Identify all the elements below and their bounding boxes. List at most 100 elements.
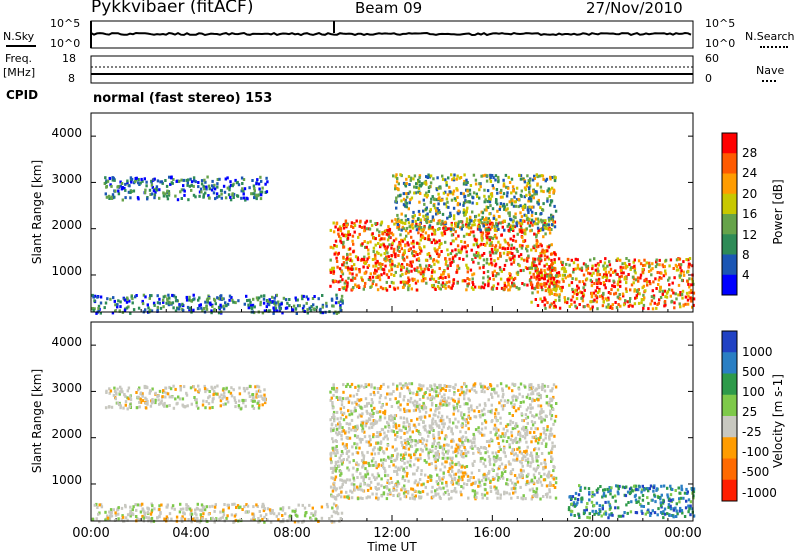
echo-cell-power-2 (377, 288, 379, 291)
echo-cell-power-2 (554, 261, 556, 264)
echo-cell-power-0 (228, 193, 230, 196)
echo-cell-power-4 (621, 262, 623, 265)
echo-cell-power-2 (383, 237, 385, 240)
echo-cell-power-1 (246, 299, 248, 302)
echo-cell-velocity-2 (377, 387, 379, 390)
echo-cell-power-2 (337, 233, 339, 236)
echo-cell-power-0 (198, 195, 200, 198)
echo-cell-power-0 (128, 184, 130, 187)
echo-cell-power-4 (557, 285, 559, 288)
echo-cell-velocity-2 (521, 412, 523, 415)
echo-cell-power-3 (528, 197, 530, 200)
echo-cell-power-2 (341, 278, 343, 281)
echo-cell-power-3 (450, 173, 452, 176)
echo-cell-velocity-1 (191, 513, 193, 516)
echo-cell-power-4 (687, 299, 689, 302)
echo-cell-power-4 (642, 268, 644, 271)
echo-cell-power-0 (256, 197, 258, 200)
echo-cell-velocity-0 (254, 400, 256, 403)
echo-cell-velocity-2 (500, 399, 502, 402)
echo-cell-power-2 (508, 279, 510, 282)
echo-cell-power-2 (395, 271, 397, 274)
echo-cell-power-3 (542, 202, 544, 205)
echo-cell-velocity-2 (359, 472, 361, 475)
echo-cell-velocity-2 (379, 448, 381, 451)
echo-cell-velocity-2 (526, 408, 528, 411)
echo-cell-velocity-2 (431, 419, 433, 422)
echo-cell-velocity-2 (386, 487, 388, 490)
echo-cell-velocity-1 (101, 505, 103, 508)
echo-cell-velocity-2 (391, 405, 393, 408)
echo-cell-power-4 (537, 291, 539, 294)
echo-cell-velocity-1 (231, 513, 233, 516)
echo-cell-power-3 (415, 225, 417, 228)
echo-cell-power-0 (224, 191, 226, 194)
echo-cell-velocity-1 (122, 516, 124, 519)
echo-cell-power-1 (193, 294, 195, 297)
echo-cell-power-3 (510, 218, 512, 221)
echo-cell-power-2 (422, 275, 424, 278)
echo-cell-power-2 (394, 288, 396, 291)
echo-cell-power-3 (489, 204, 491, 207)
echo-cell-velocity-1 (298, 504, 300, 507)
echo-cell-power-4 (671, 289, 673, 292)
echo-cell-velocity-2 (378, 474, 380, 477)
echo-cell-velocity-0 (204, 390, 206, 393)
echo-cell-velocity-2 (370, 404, 372, 407)
echo-cell-power-0 (177, 198, 179, 201)
echo-cell-power-4 (655, 287, 657, 290)
echo-cell-power-3 (470, 184, 472, 187)
echo-cell-power-1 (331, 299, 333, 302)
echo-cell-power-3 (515, 200, 517, 203)
echo-cell-velocity-2 (503, 491, 505, 494)
echo-cell-velocity-2 (379, 416, 381, 419)
echo-cell-power-4 (544, 274, 546, 277)
echo-cell-power-2 (447, 264, 449, 267)
echo-cell-velocity-2 (335, 424, 337, 427)
echo-cell-power-0 (193, 194, 195, 197)
echo-cell-power-4 (551, 262, 553, 265)
echo-cell-power-2 (512, 257, 514, 260)
echo-cell-velocity-2 (387, 456, 389, 459)
echo-cell-power-3 (415, 186, 417, 189)
echo-cell-power-3 (409, 191, 411, 194)
echo-cell-power-3 (413, 192, 415, 195)
echo-cell-power-3 (394, 184, 396, 187)
echo-cell-power-2 (435, 280, 437, 283)
echo-cell-power-2 (383, 272, 385, 275)
echo-cell-velocity-2 (363, 461, 365, 464)
echo-cell-power-4 (612, 280, 614, 283)
echo-cell-velocity-2 (528, 388, 530, 391)
echo-cell-velocity-2 (552, 445, 554, 448)
echo-cell-power-3 (509, 181, 511, 184)
echo-cell-velocity-2 (396, 455, 398, 458)
echo-cell-power-4 (573, 301, 575, 304)
echo-cell-power-2 (347, 237, 349, 240)
echo-cell-power-3 (540, 186, 542, 189)
echo-cell-power-4 (688, 277, 690, 280)
echo-cell-velocity-1 (148, 516, 150, 519)
echo-cell-power-4 (558, 281, 560, 284)
echo-cell-power-2 (467, 270, 469, 273)
echo-cell-velocity-2 (486, 492, 488, 495)
echo-cell-power-3 (475, 183, 477, 186)
echo-cell-velocity-2 (383, 486, 385, 489)
echo-cell-power-3 (500, 196, 502, 199)
echo-cell-power-1 (167, 294, 169, 297)
echo-cell-power-4 (534, 267, 536, 270)
echo-cell-velocity-2 (537, 442, 539, 445)
echo-cell-power-0 (213, 191, 215, 194)
echo-cell-velocity-0 (115, 391, 117, 394)
echo-cell-power-2 (440, 250, 442, 253)
echo-cell-power-1 (341, 295, 343, 298)
echo-cell-power-2 (482, 276, 484, 279)
echo-cell-power-4 (628, 263, 630, 266)
echo-cell-velocity-0 (156, 395, 158, 398)
echo-cell-velocity-2 (470, 476, 472, 479)
echo-cell-power-4 (591, 265, 593, 268)
echo-cell-velocity-0 (209, 407, 211, 410)
echo-cell-velocity-2 (365, 383, 367, 386)
echo-cell-power-3 (548, 187, 550, 190)
echo-cell-power-4 (629, 297, 631, 300)
echo-cell-power-2 (428, 238, 430, 241)
